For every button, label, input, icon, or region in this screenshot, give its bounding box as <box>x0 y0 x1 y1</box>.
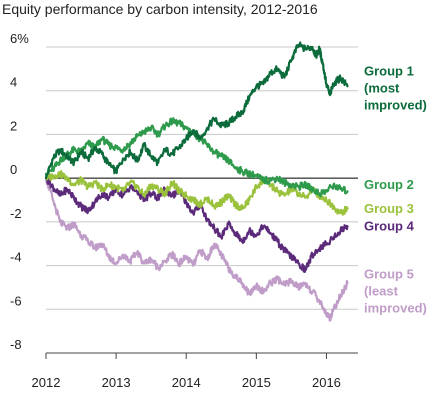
series-label-line: (most <box>364 80 400 95</box>
series-label-line: Group 5 <box>364 267 414 282</box>
y-tick-label: 6% <box>10 31 29 46</box>
x-tick-label: 2015 <box>242 375 271 390</box>
series-line-5 <box>44 177 349 322</box>
x-tick-label: 2014 <box>172 375 201 390</box>
y-tick-label: -2 <box>10 206 22 221</box>
series-label-line: Group 3 <box>364 201 414 216</box>
series-label-3: Group 3 <box>364 201 414 216</box>
series-line-4 <box>44 175 349 273</box>
series-label-1: Group 1 (most improved) <box>364 63 427 112</box>
series-label-line: Group 1 <box>364 63 414 78</box>
series-label-4: Group 4 <box>364 219 415 234</box>
y-tick-label: -6 <box>10 293 22 308</box>
series-label-2: Group 2 <box>364 177 414 192</box>
x-tick-label: 2013 <box>102 375 131 390</box>
y-tick-label: 0 <box>10 162 17 177</box>
y-tick-label: 4 <box>10 75 17 90</box>
series-label-line: Group 2 <box>364 177 414 192</box>
y-tick-label: 2 <box>10 118 17 133</box>
series-line-2 <box>44 117 349 198</box>
y-tick-label: -8 <box>10 337 22 352</box>
series-label-line: improved) <box>364 301 427 316</box>
x-tick-label: 2012 <box>32 375 61 390</box>
chart-title: Equity performance by carbon intensity, … <box>2 1 318 17</box>
series-line-3 <box>44 170 349 216</box>
x-tick-label: 2016 <box>312 375 341 390</box>
series-label-line: Group 4 <box>364 219 415 234</box>
y-tick-label: -4 <box>10 250 22 265</box>
series-line-1 <box>44 41 349 180</box>
series-label-5: Group 5 (least improved) <box>364 267 427 316</box>
series-label-line: (least <box>364 284 399 299</box>
series-label-line: improved) <box>364 97 427 112</box>
